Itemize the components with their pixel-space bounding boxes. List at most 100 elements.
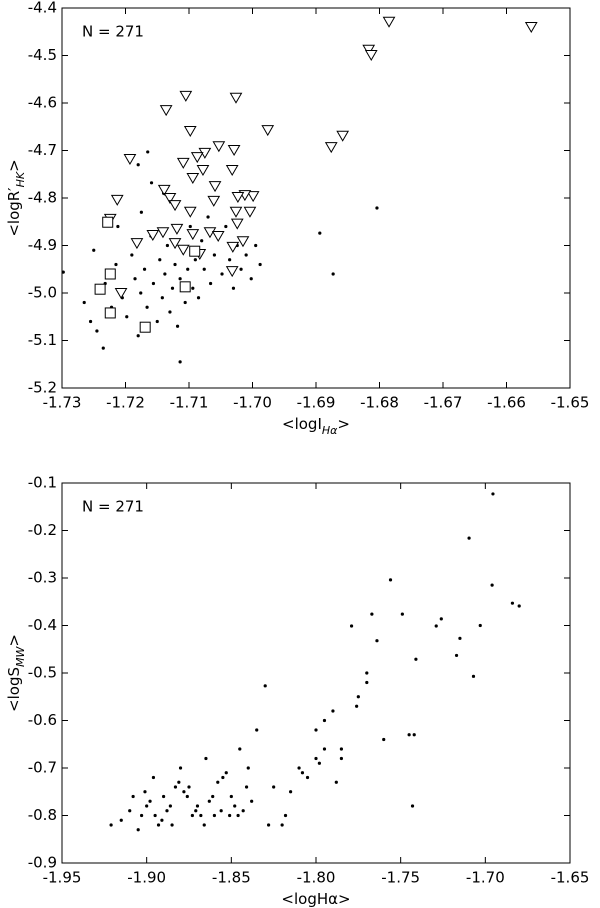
point: [110, 194, 124, 206]
xlabel-end: >: [338, 890, 351, 908]
point: [139, 210, 143, 214]
point: [139, 813, 144, 818]
point: [165, 243, 170, 248]
ylabel-end: >: [5, 159, 23, 172]
point: [168, 804, 172, 808]
point: [149, 181, 154, 185]
point: [104, 307, 116, 319]
point: [157, 184, 171, 196]
point: [241, 809, 245, 813]
point: [439, 617, 443, 621]
point: [155, 319, 159, 324]
point: [104, 268, 116, 280]
point: [283, 813, 288, 818]
point: [177, 780, 181, 784]
point: [178, 360, 182, 364]
point: [231, 192, 245, 204]
point: [517, 604, 521, 608]
point: [101, 346, 105, 350]
point: [153, 813, 157, 818]
point: [145, 804, 149, 808]
point: [114, 262, 118, 267]
point: [490, 583, 494, 587]
point: [173, 785, 178, 789]
point: [305, 775, 310, 780]
y-tick-label: -0.1: [28, 474, 57, 492]
ylabel-sub: MW: [14, 646, 27, 667]
y-tick-label: -4.8: [28, 189, 57, 207]
x-tick-label: -1.68: [360, 394, 399, 412]
point: [187, 785, 191, 789]
point: [331, 272, 335, 276]
point: [200, 239, 204, 243]
y-tick-label: -0.3: [28, 569, 57, 587]
point: [510, 601, 515, 605]
point: [336, 130, 350, 142]
point: [182, 790, 186, 794]
point: [228, 813, 232, 818]
point: [156, 823, 161, 827]
point: [255, 728, 259, 732]
point: [186, 267, 190, 271]
point: [471, 674, 476, 678]
point: [94, 283, 106, 295]
point: [151, 281, 156, 286]
point: [297, 766, 301, 770]
point: [300, 771, 305, 775]
point: [263, 684, 267, 688]
y-tick-label: -4.4: [28, 0, 57, 17]
point: [130, 253, 134, 257]
point: [170, 823, 174, 827]
x-tick-label: -1.70: [466, 869, 505, 887]
point: [414, 657, 418, 661]
ylabel: <logSMW>: [5, 634, 27, 712]
point: [382, 16, 396, 28]
point: [365, 680, 369, 685]
point: [130, 238, 144, 250]
y-tick-label: -0.8: [28, 806, 57, 824]
ylabel-end: >: [5, 634, 23, 647]
point: [289, 790, 293, 794]
y-tick-label: -0.6: [28, 711, 57, 729]
point: [212, 253, 216, 257]
point: [208, 181, 222, 193]
point: [407, 733, 411, 737]
point: [216, 780, 220, 784]
point: [185, 794, 189, 799]
x-tick-label: -1.69: [297, 394, 336, 412]
point: [244, 785, 249, 789]
point: [225, 164, 239, 176]
point: [186, 229, 200, 241]
point: [261, 125, 275, 137]
point: [246, 766, 250, 770]
point: [322, 747, 327, 751]
y-tick-label: -5.2: [28, 379, 57, 397]
point: [231, 286, 236, 290]
point: [318, 231, 322, 235]
point: [254, 243, 258, 248]
chart-panel: -1.73 -1.72 -1.71 -1.70 -1.69 -1.68 -1.67 -1.66…: [5, 0, 590, 437]
point: [230, 218, 244, 230]
point: [176, 244, 190, 256]
point: [412, 733, 416, 737]
point: [136, 828, 140, 832]
point: [225, 266, 239, 278]
point: [339, 756, 343, 761]
point: [196, 296, 201, 300]
ylabel-main: <logS: [5, 667, 23, 712]
point: [314, 756, 318, 761]
point: [139, 291, 143, 295]
point: [163, 272, 167, 276]
y-tick-label: -4.5: [28, 46, 57, 64]
point: [458, 636, 462, 640]
chart-panel: -1.95 -1.90 -1.85 -1.80 -1.75 -1.70 -1.65 -0.9 -…: [5, 474, 590, 908]
point: [229, 794, 233, 799]
point: [88, 319, 93, 324]
point: [143, 790, 147, 794]
point: [158, 258, 162, 262]
x-tick-label: -1.95: [43, 869, 82, 887]
point: [82, 300, 86, 305]
point: [128, 809, 132, 813]
point: [139, 321, 151, 333]
x-tick-label: -1.90: [127, 869, 166, 887]
